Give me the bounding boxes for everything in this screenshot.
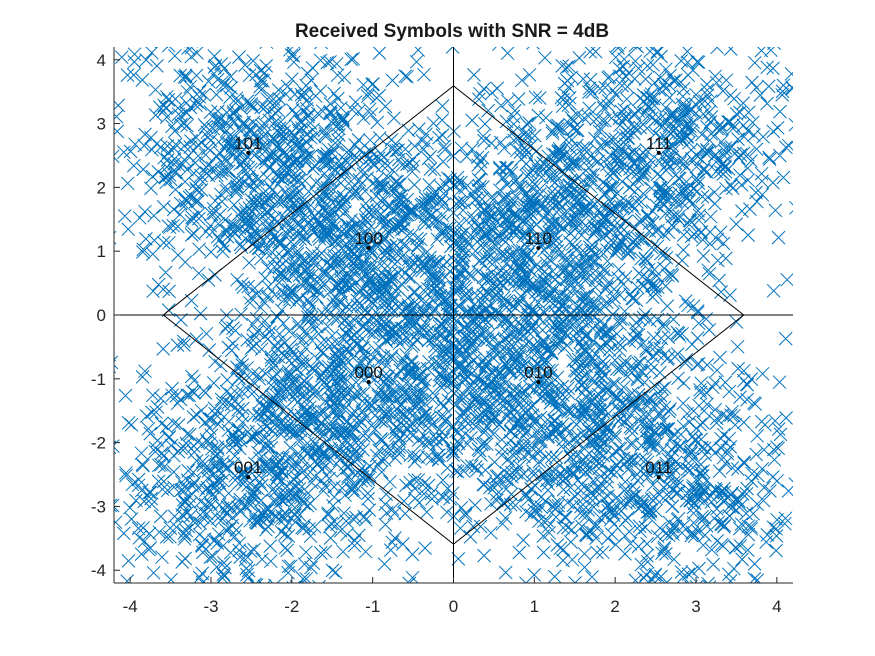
constellation-point-000 — [366, 380, 371, 384]
x-tick-label: -4 — [123, 597, 138, 616]
constellation-point-100 — [366, 246, 371, 250]
y-tick-label: 4 — [97, 51, 106, 70]
y-tick-label: -2 — [91, 434, 106, 453]
constellation-label: 111 — [646, 134, 672, 153]
scatter-markers-111 — [386, 47, 793, 348]
constellation-overlay: 101 100 110 111 000 010 001 011 — [114, 47, 793, 583]
decision-boundary-diamond — [162, 85, 745, 545]
constellation-label: 000 — [354, 363, 382, 382]
x-tick-label: -2 — [284, 597, 299, 616]
constellation-point-011 — [656, 475, 661, 480]
constellation-label: 010 — [524, 363, 552, 382]
x-tick-label: -1 — [365, 597, 380, 616]
constellation-point-101 — [246, 150, 251, 155]
x-tick-label: 4 — [772, 597, 781, 616]
constellation-point-111 — [656, 150, 661, 155]
y-axis: 4 3 2 1 0 -1 -2 -3 -4 — [91, 51, 120, 580]
constellation-point-110 — [536, 246, 541, 250]
x-axis: -4 -3 -2 -1 0 1 2 3 4 — [123, 577, 782, 616]
scatter-markers-001 — [114, 331, 547, 583]
constellation-label: 011 — [645, 458, 672, 477]
constellation-point-010 — [536, 380, 541, 384]
constellation-label: 100 — [354, 229, 382, 248]
chart-title: Received Symbols with SNR = 4dB — [295, 21, 609, 42]
x-tick-label: 1 — [530, 597, 539, 616]
constellation-label: 101 — [234, 134, 262, 153]
received-symbols-series — [114, 47, 793, 583]
plot-area: 101 100 110 111 000 010 001 011 — [113, 47, 793, 584]
x-tick-label: -3 — [203, 597, 218, 616]
constellation-point-001 — [246, 475, 251, 480]
x-tick-label: 3 — [691, 597, 700, 616]
x-tick-label: 0 — [449, 597, 458, 616]
constellation-label: 001 — [234, 458, 262, 477]
y-tick-label: 1 — [97, 242, 106, 261]
y-tick-label: 2 — [97, 178, 106, 197]
x-tick-label: 2 — [610, 597, 619, 616]
y-tick-label: -4 — [91, 561, 106, 580]
constellation-label: 110 — [525, 229, 552, 248]
y-tick-label: 3 — [97, 115, 106, 134]
y-tick-label: -3 — [91, 497, 106, 516]
y-tick-label: 0 — [97, 306, 106, 325]
y-tick-label: -1 — [91, 370, 106, 389]
